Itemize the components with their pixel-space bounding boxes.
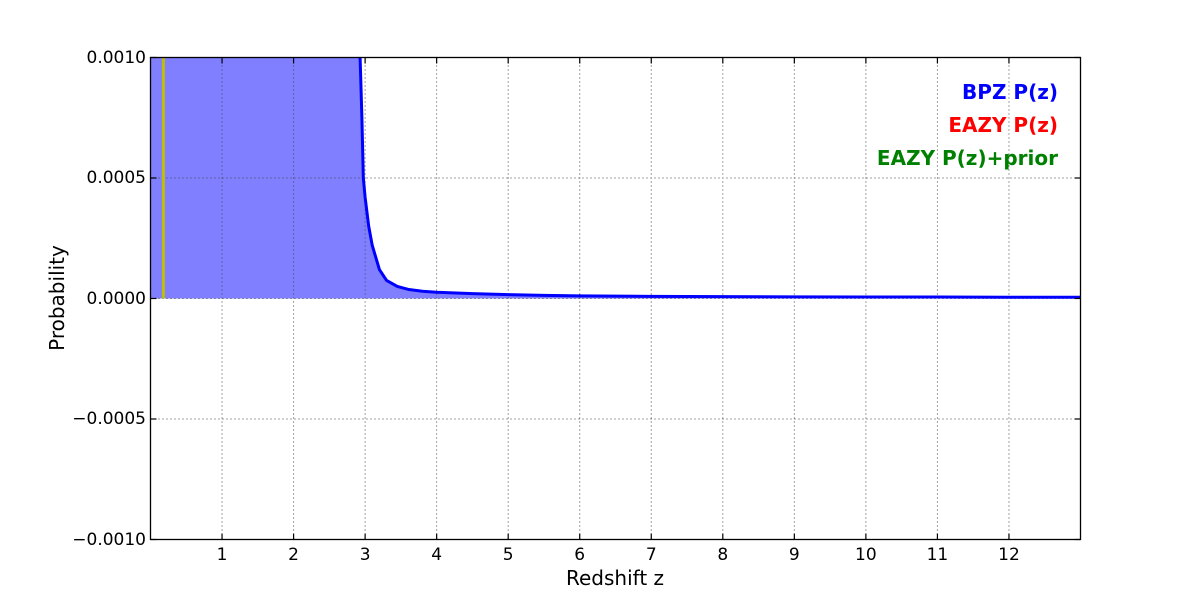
x-tick-label: 10 xyxy=(855,545,877,565)
legend: BPZ P(z) EAZY P(z) EAZY P(z)+prior xyxy=(877,76,1058,175)
bpz-pz-curve xyxy=(358,57,1081,299)
x-tick-label: 12 xyxy=(998,545,1020,565)
x-tick-label: 9 xyxy=(788,545,800,565)
x-tick-label: 4 xyxy=(431,545,443,565)
x-tick-label: 1 xyxy=(216,545,228,565)
x-tick-label: 6 xyxy=(574,545,586,565)
x-tick-label: 7 xyxy=(645,545,657,565)
x-tick-label: 11 xyxy=(926,545,949,565)
y-tick-label: 0.0010 xyxy=(86,47,146,68)
y-tick-label: −0.0010 xyxy=(72,529,146,550)
x-tick-label: 8 xyxy=(717,545,729,565)
x-tick-label: 3 xyxy=(359,545,371,565)
legend-item: BPZ P(z) xyxy=(962,80,1058,104)
legend-item: EAZY P(z) xyxy=(948,113,1058,137)
y-tick-label: 0.0005 xyxy=(86,168,146,188)
curve-fill xyxy=(150,57,1081,299)
y-tick-label: 0.0000 xyxy=(86,288,146,309)
y-axis-title: Probability xyxy=(45,245,69,351)
legend-item: EAZY P(z)+prior xyxy=(876,146,1058,170)
x-axis-title: Redshift z xyxy=(565,566,665,590)
x-tick-label: 2 xyxy=(288,545,299,565)
x-tick-label: 5 xyxy=(502,545,514,565)
y-tick-label: −0.0005 xyxy=(72,409,146,429)
